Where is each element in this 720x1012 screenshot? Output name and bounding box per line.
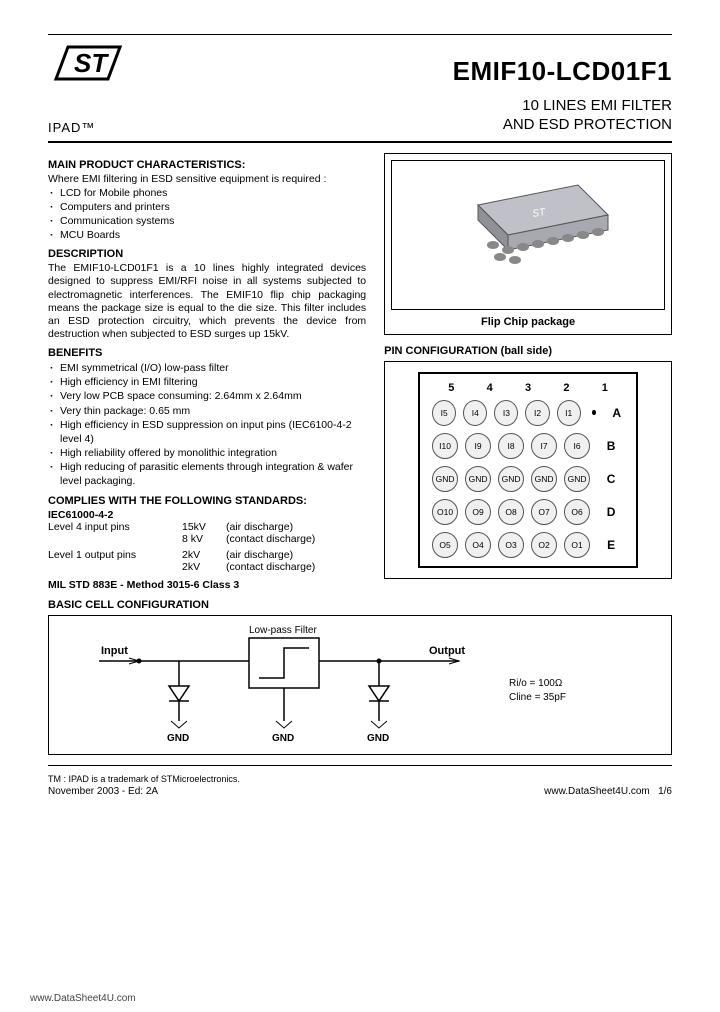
ball: I8 <box>498 433 524 459</box>
footer-date: November 2003 - Ed: 2A <box>48 786 158 797</box>
pin-row-label: A <box>609 406 624 420</box>
cell-config-title: BASIC CELL CONFIGURATION <box>48 599 672 611</box>
main-columns: MAIN PRODUCT CHARACTERISTICS: Where EMI … <box>48 153 672 591</box>
ball: I10 <box>432 433 458 459</box>
ball: I2 <box>525 400 549 426</box>
footer-url: www.DataSheet4U.com <box>544 786 650 797</box>
svg-text:GND: GND <box>272 733 294 744</box>
left-column: MAIN PRODUCT CHARACTERISTICS: Where EMI … <box>48 153 366 591</box>
trademark-note: TM : IPAD is a trademark of STMicroelect… <box>48 774 672 784</box>
ball: GND <box>564 466 590 492</box>
benefits-title: BENEFITS <box>48 347 366 359</box>
ipad-trademark: IPAD™ <box>48 120 95 135</box>
pin-grid-box: 5 4 3 2 1 I5I4I3I2I1AI10I9I8I7I6BGNDGNDG… <box>418 372 638 568</box>
ball: O1 <box>564 532 590 558</box>
description-body: The EMIF10-LCD01F1 is a 10 lines highly … <box>48 262 366 341</box>
ball: I4 <box>463 400 487 426</box>
package-caption: Flip Chip package <box>391 316 665 328</box>
pin-row-label: D <box>603 505 619 519</box>
ball: O9 <box>465 499 491 525</box>
right-column: ST Flip Chip package PIN CONFIGURATION (… <box>384 153 672 591</box>
benefits-list: EMI symmetrical (I/O) low-pass filter Hi… <box>48 361 366 489</box>
pin-row-label: C <box>603 472 619 486</box>
pin-row: O10 O9 O8 O7 O6 D <box>432 499 624 525</box>
ball: O10 <box>432 499 458 525</box>
page-number: 1/6 <box>658 786 672 797</box>
output-label: Output <box>429 645 465 657</box>
filter-label: Low-pass Filter <box>249 625 317 636</box>
package-figure: ST Flip Chip package <box>384 153 672 335</box>
part-number: EMIF10-LCD01F1 <box>453 56 672 87</box>
ball: I3 <box>494 400 518 426</box>
characteristics-list: LCD for Mobile phones Computers and prin… <box>48 186 366 243</box>
ball: O2 <box>531 532 557 558</box>
ball: I7 <box>531 433 557 459</box>
standard-row-2: Level 1 output pins 2kV (air discharge) <box>48 549 366 561</box>
cell-diagram: Input Low-pass Filter Output GND GND GND… <box>48 615 672 755</box>
pin-row-label: E <box>603 538 619 552</box>
svg-text:GND: GND <box>367 733 389 744</box>
footer-row: November 2003 - Ed: 2A www.DataSheet4U.c… <box>48 786 672 797</box>
cline-value: Cline = 35pF <box>509 692 566 703</box>
ball: O3 <box>498 532 524 558</box>
pin-row: O5 O4 O3 O2 O1 E <box>432 532 624 558</box>
pin-config-title: PIN CONFIGURATION (ball side) <box>384 345 672 357</box>
description-title: DESCRIPTION <box>48 248 366 260</box>
pin-col-labels: 5 4 3 2 1 <box>432 382 624 394</box>
svg-text:ST: ST <box>74 48 109 78</box>
ball: GND <box>498 466 524 492</box>
pin-row: GND GND GND GND GND C <box>432 466 624 492</box>
ball: I5 <box>432 400 456 426</box>
ball: O7 <box>531 499 557 525</box>
ball: O8 <box>498 499 524 525</box>
pin-row: I10 I9 I8 I7 I6 B <box>432 433 624 459</box>
ball: GND <box>432 466 458 492</box>
pin-row-label: B <box>603 439 619 453</box>
ball: I9 <box>465 433 491 459</box>
input-label: Input <box>101 645 128 657</box>
subtitle-row: IPAD™ 10 LINES EMI FILTER AND ESD PROTEC… <box>48 97 672 135</box>
ball: I1 <box>557 400 581 426</box>
standard-row-1: Level 4 input pins 15kV (air discharge) <box>48 521 366 533</box>
ball: O6 <box>564 499 590 525</box>
top-rule <box>48 34 672 35</box>
rio-value: Ri/o = 100Ω <box>509 678 563 689</box>
iec-standard: IEC61000-4-2 <box>48 509 366 521</box>
pin1-dot <box>592 410 597 415</box>
ball: GND <box>531 466 557 492</box>
pin-grid: I5I4I3I2I1AI10I9I8I7I6BGNDGNDGNDGNDGNDCO… <box>432 400 624 558</box>
characteristics-title: MAIN PRODUCT CHARACTERISTICS: <box>48 159 366 171</box>
st-logo: ST <box>48 39 128 87</box>
product-subtitle: 10 LINES EMI FILTER AND ESD PROTECTION <box>503 97 672 135</box>
header-rule <box>48 141 672 143</box>
footer-rule <box>48 765 672 766</box>
standards-title: COMPLIES WITH THE FOLLOWING STANDARDS: <box>48 495 366 507</box>
svg-text:GND: GND <box>167 733 189 744</box>
mil-standard: MIL STD 883E - Method 3015-6 Class 3 <box>48 579 366 591</box>
watermark: www.DataSheet4U.com <box>30 993 136 1004</box>
characteristics-intro: Where EMI filtering in ESD sensitive equ… <box>48 173 366 186</box>
ball: O5 <box>432 532 458 558</box>
ball: GND <box>465 466 491 492</box>
ball: O4 <box>465 532 491 558</box>
pin-row: I5 I4 I3 I2 I1 A <box>432 400 624 426</box>
ball: I6 <box>564 433 590 459</box>
header: ST EMIF10-LCD01F1 <box>48 39 672 87</box>
package-image: ST <box>391 160 665 310</box>
pin-config-box: 5 4 3 2 1 I5I4I3I2I1AI10I9I8I7I6BGNDGNDG… <box>384 361 672 579</box>
